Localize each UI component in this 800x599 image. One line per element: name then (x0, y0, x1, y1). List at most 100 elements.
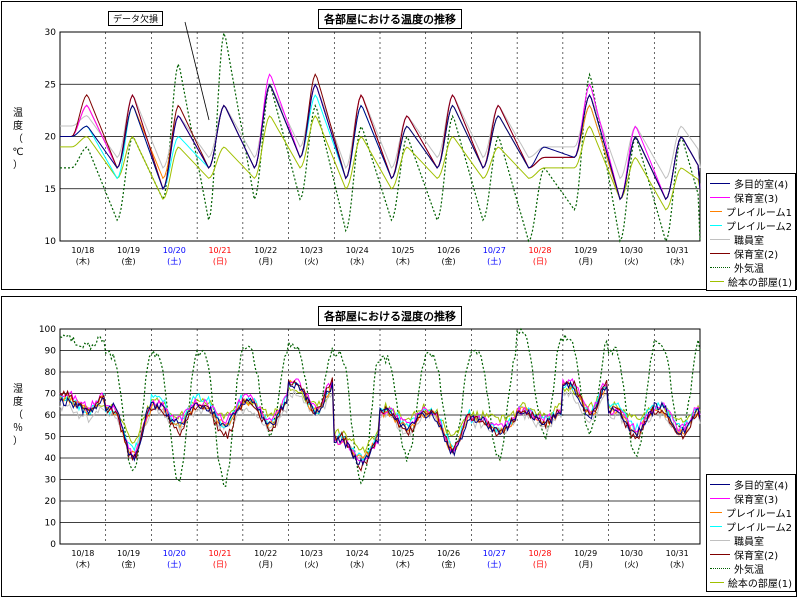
temperature-legend: 多目的室(4) 保育室(3) プレイルーム1 プレイルーム2 職員室 保育室(2) 外気温絵… (706, 173, 796, 291)
y-tick-label: 30 (45, 28, 57, 38)
legend-label: 外気温 (734, 564, 764, 576)
legend-swatch (710, 252, 730, 254)
y-tick-label: 30 (45, 476, 57, 486)
legend-swatch (710, 238, 730, 240)
x-tick-date: 10/30 (620, 549, 643, 558)
humidity-chart-title: 各部屋における湿度の推移 (318, 306, 462, 326)
legend-swatch (710, 511, 722, 513)
x-tick-date: 10/28 (528, 549, 551, 558)
x-tick-weekday: (土) (167, 559, 181, 569)
x-tick-weekday: (金) (121, 256, 135, 266)
legend-label: プレイルーム1 (725, 207, 792, 219)
x-tick-weekday: (水) (670, 559, 684, 569)
x-tick-date: 10/28 (528, 246, 551, 255)
x-tick-date: 10/24 (346, 246, 369, 255)
x-tick-date: 10/18 (71, 549, 94, 558)
humidity-legend: 多目的室(4) 保育室(3) プレイルーム1 プレイルーム2 職員室保育室(2) 外気温絵… (706, 474, 796, 592)
legend-item: 職員室 (710, 232, 792, 247)
y-tick-label: 70 (45, 390, 57, 400)
humidity-y-axis-label: 湿度（％） (13, 384, 23, 447)
x-tick-weekday: (日) (213, 560, 227, 569)
y-tick-label: 10 (45, 237, 57, 247)
x-tick-date: 10/22 (254, 549, 277, 558)
legend-item: プレイルーム1 (710, 204, 792, 219)
x-tick-weekday: (金) (441, 559, 455, 569)
temperature-chart-panel: 10 15 20 25 30 10/18 (木) 10/19 (金) 10/20 (土) 10/21(… (1, 1, 797, 291)
legend-item: 絵本の部屋(1) (710, 274, 792, 289)
y-tick-label: 80 (45, 368, 57, 378)
legend-swatch (710, 553, 730, 555)
legend-swatch (710, 196, 730, 198)
legend-label: 職員室 (734, 536, 764, 548)
x-tick-weekday: (土) (487, 559, 501, 569)
x-tick-weekday: (日) (533, 560, 547, 569)
legend-swatch (710, 182, 730, 184)
humidity-chart: 010203040506070809010010/18(木)10/19(金)10… (39, 325, 701, 569)
y-tick-label: 100 (39, 325, 56, 335)
x-tick-weekday: (火) (624, 560, 638, 569)
x-tick-date: 10/27 (483, 246, 506, 255)
legend-swatch (710, 539, 730, 541)
x-tick-date: 10/25 (391, 246, 414, 255)
y-tick-label: 20 (45, 133, 57, 143)
x-tick-date: 10/26 (437, 549, 460, 558)
legend-item: 保育室(2) (710, 246, 792, 261)
legend-item: プレイルーム2 (710, 519, 792, 534)
legend-label: プレイルーム1 (725, 508, 792, 520)
series-line-4 (60, 83, 701, 180)
x-tick-weekday: (日) (533, 257, 547, 266)
temperature-y-axis-label: 温度（℃） (12, 108, 24, 171)
annotation-leader-line (184, 21, 210, 121)
x-tick-date: 10/22 (254, 246, 277, 255)
x-tick-date: 10/21 (208, 549, 231, 558)
legend-swatch (710, 280, 724, 282)
legend-label: プレイルーム2 (725, 522, 792, 534)
y-tick-label: 20 (45, 497, 57, 507)
missing-data-annotation: データ欠損 (108, 11, 164, 26)
x-tick-weekday: (木) (76, 256, 90, 266)
legend-item: プレイルーム1 (710, 505, 792, 520)
series-line-7 (60, 115, 701, 211)
legend-label: 多目的室(4) (734, 480, 789, 492)
y-tick-label: 60 (45, 411, 57, 421)
y-tick-label: 50 (45, 433, 57, 443)
x-tick-date: 10/29 (574, 549, 597, 558)
series-line-0 (60, 83, 701, 201)
legend-label: 保育室(3) (734, 494, 779, 506)
x-tick-date: 10/19 (117, 549, 140, 558)
series-line-0 (59, 380, 701, 467)
humidity-chart-panel: 0 10 20 30 40 50 60 70 80 90 100 10/18 (木) 10/19 (金) 10… (1, 296, 797, 597)
legend-swatch (710, 210, 722, 212)
legend-swatch (710, 567, 730, 569)
x-tick-weekday: (金) (441, 256, 455, 266)
x-tick-weekday: (水) (350, 256, 364, 266)
y-tick-label: 15 (45, 185, 56, 195)
x-tick-weekday: (火) (304, 560, 318, 569)
legend-item: 多目的室(4) (710, 176, 792, 191)
x-tick-weekday: (月) (259, 560, 273, 569)
x-tick-weekday: (木) (76, 559, 90, 569)
x-tick-date: 10/27 (483, 549, 506, 558)
x-tick-date: 10/26 (437, 246, 460, 255)
x-tick-date: 10/24 (346, 549, 369, 558)
x-tick-date: 10/20 (163, 246, 186, 255)
x-tick-weekday: (火) (304, 257, 318, 266)
legend-label: 保育室(2) (734, 550, 779, 562)
x-tick-weekday: (木) (396, 256, 410, 266)
legend-item: 保育室(2) (710, 547, 792, 562)
y-tick-label: 25 (45, 80, 56, 90)
legend-swatch (710, 483, 730, 485)
x-tick-date: 10/30 (620, 246, 643, 255)
y-tick-label: 40 (45, 454, 57, 464)
legend-item: 絵本の部屋(1) (710, 575, 792, 590)
x-tick-date: 10/21 (208, 246, 231, 255)
legend-label: 保育室(2) (734, 249, 779, 261)
legend-label: 保育室(3) (734, 193, 779, 205)
legend-item: 外気温 (710, 260, 792, 275)
legend-item: 外気温 (710, 561, 792, 576)
legend-item: 保育室(3) (710, 190, 792, 205)
x-tick-weekday: (水) (350, 559, 364, 569)
legend-label: 絵本の部屋(1) (727, 578, 792, 590)
x-tick-date: 10/25 (391, 549, 414, 558)
legend-label: 絵本の部屋(1) (727, 277, 792, 289)
